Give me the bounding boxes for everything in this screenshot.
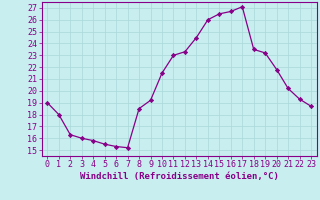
X-axis label: Windchill (Refroidissement éolien,°C): Windchill (Refroidissement éolien,°C) xyxy=(80,172,279,181)
